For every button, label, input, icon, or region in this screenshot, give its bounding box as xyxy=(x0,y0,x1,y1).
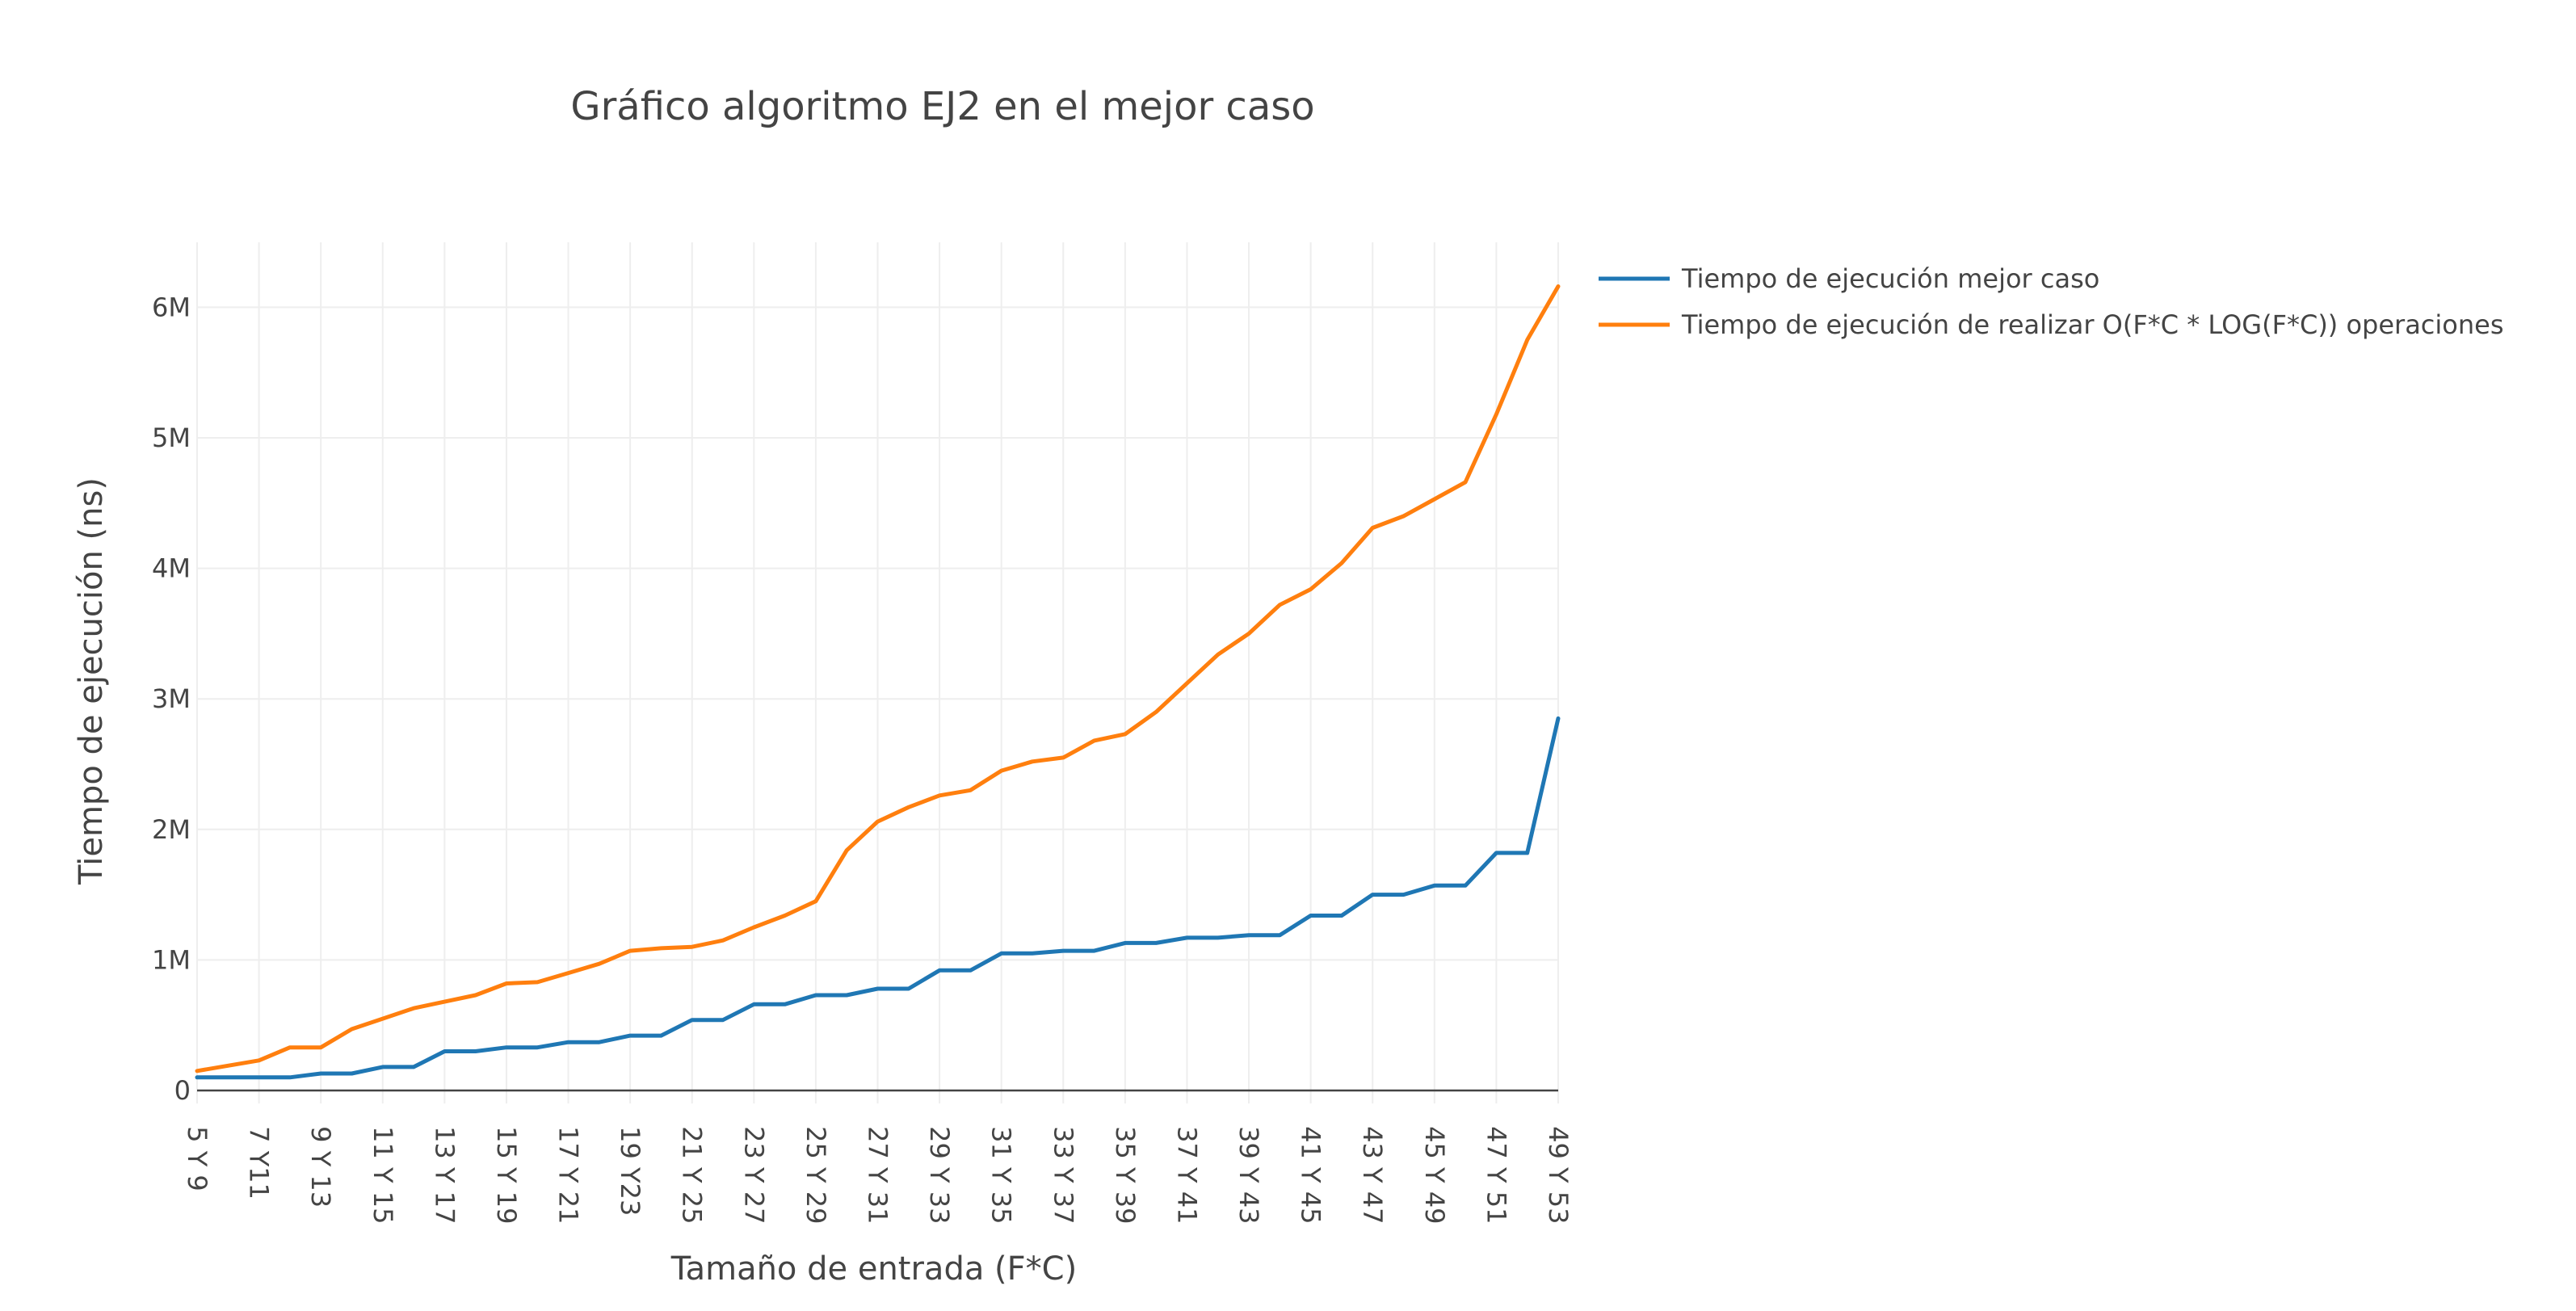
x-tick-label: 11 Y 15 xyxy=(368,1126,398,1224)
legend[interactable]: Tiempo de ejecución mejor caso Tiempo de … xyxy=(1599,263,2504,340)
x-tick-label: 21 Y 25 xyxy=(677,1126,708,1224)
legend-item-1[interactable]: Tiempo de ejecución mejor caso xyxy=(1599,263,2099,294)
x-tick-label: 15 Y 19 xyxy=(491,1126,522,1224)
x-tick-label: 49 Y 53 xyxy=(1543,1126,1574,1224)
x-tick-label: 29 Y 33 xyxy=(924,1126,955,1224)
x-axis-title: Tamaño de entrada (F*C) xyxy=(670,1250,1077,1288)
x-tick-label: 7 Y11 xyxy=(244,1126,275,1200)
y-tick-label: 6M xyxy=(152,292,191,322)
x-tick-label: 17 Y 21 xyxy=(553,1126,584,1224)
series-layer xyxy=(195,284,1561,1080)
y-tick-labels: 0 1M 2M 3M 4M 5M 6M xyxy=(152,292,191,1106)
x-tick-label: 19 Y23 xyxy=(615,1126,645,1216)
x-tick-label: 47 Y 51 xyxy=(1481,1126,1511,1224)
y-tick-label: 4M xyxy=(152,553,191,584)
x-tick-label: 13 Y 17 xyxy=(429,1126,460,1224)
y-axis-title: Tiempo de ejecución (ns) xyxy=(73,477,110,885)
x-tick-label: 35 Y 39 xyxy=(1110,1126,1141,1224)
x-tick-label: 45 Y 49 xyxy=(1419,1126,1450,1224)
chart-title: Gráfico algoritmo EJ2 en el mejor caso xyxy=(570,84,1314,129)
x-tick-label: 33 Y 37 xyxy=(1048,1126,1078,1224)
x-grid xyxy=(196,242,1559,1104)
x-tick-label: 25 Y 29 xyxy=(801,1126,831,1224)
x-tick-label: 27 Y 31 xyxy=(863,1126,893,1224)
x-tick-labels: 5 Y 9 7 Y11 9 Y 13 11 Y 15 13 Y 17 15 Y 19 17 … xyxy=(182,1126,1574,1224)
y-tick-label: 3M xyxy=(152,683,191,714)
x-tick-label: 43 Y 47 xyxy=(1357,1126,1388,1224)
x-tick-label: 37 Y 41 xyxy=(1171,1126,1202,1224)
y-tick-label: 1M xyxy=(152,944,191,975)
y-tick-label: 2M xyxy=(152,814,191,845)
x-tick-label: 5 Y 9 xyxy=(182,1126,212,1191)
y-grid xyxy=(197,306,1558,961)
x-tick-label: 9 Y 13 xyxy=(305,1126,336,1208)
x-tick-label: 23 Y 27 xyxy=(738,1126,769,1224)
y-tick-label: 0 xyxy=(174,1075,191,1106)
x-tick-label: 41 Y 45 xyxy=(1296,1126,1326,1224)
x-tick-label: 31 Y 35 xyxy=(986,1126,1017,1224)
series-line-2 xyxy=(195,284,1561,1074)
series-line-1 xyxy=(195,716,1561,1080)
x-tick-label: 39 Y 43 xyxy=(1233,1126,1264,1224)
legend-label: Tiempo de ejecución de realizar O(F*C * … xyxy=(1681,309,2504,340)
legend-label: Tiempo de ejecución mejor caso xyxy=(1681,263,2099,294)
y-tick-label: 5M xyxy=(152,422,191,453)
legend-item-2[interactable]: Tiempo de ejecución de realizar O(F*C * … xyxy=(1599,309,2504,340)
